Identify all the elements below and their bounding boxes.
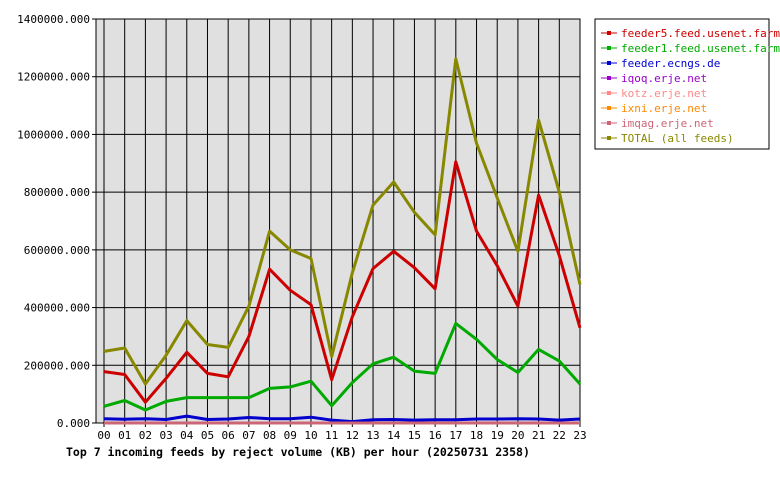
x-tick-label: 03 [159, 429, 172, 442]
x-tick-label: 20 [511, 429, 524, 442]
legend-entry: feeder5.feed.usenet.farm [621, 27, 780, 40]
x-tick-label: 05 [201, 429, 214, 442]
y-tick-label: 0.000 [57, 417, 90, 430]
legend-marker [607, 61, 611, 65]
x-tick-label: 21 [532, 429, 545, 442]
legend-entry: kotz.erje.net [621, 87, 707, 100]
y-tick-label: 1000000.000 [17, 128, 90, 141]
x-tick-label: 19 [491, 429, 504, 442]
legend-entry: ixni.erje.net [621, 102, 707, 115]
x-tick-label: 17 [449, 429, 462, 442]
x-tick-label: 07 [242, 429, 255, 442]
x-tick-label: 23 [573, 429, 586, 442]
legend-marker [607, 46, 611, 50]
x-tick-label: 18 [470, 429, 483, 442]
x-tick-label: 11 [325, 429, 338, 442]
y-tick-label: 800000.000 [24, 186, 90, 199]
series-line-1 [103, 321, 582, 412]
x-tick-label: 14 [387, 429, 401, 442]
y-axis-ticks: 0.000 200000.000 400000.000 600000.000 80000… [17, 13, 90, 430]
legend-marker [607, 136, 611, 140]
x-tick-label: 04 [180, 429, 194, 442]
legend-marker [607, 76, 611, 80]
x-tick-label: 02 [139, 429, 152, 442]
legend-marker [607, 106, 611, 110]
x-tick-label: 15 [408, 429, 421, 442]
legend-marker [607, 91, 611, 95]
x-tick-label: 01 [118, 429, 131, 442]
legend-marker [607, 121, 611, 125]
series-line-0 [103, 160, 582, 404]
x-tick-label: 12 [346, 429, 359, 442]
series-line-2 [103, 414, 581, 424]
y-tick-label: 200000.000 [24, 359, 90, 372]
x-tick-label: 13 [366, 429, 379, 442]
legend-entry: iqoq.erje.net [621, 72, 707, 85]
x-tick-label: 09 [284, 429, 297, 442]
y-tick-label: 1200000.000 [17, 71, 90, 84]
x-tick-label: 08 [263, 429, 276, 442]
legend-box [594, 18, 770, 150]
series-lines [103, 57, 582, 425]
x-tick-label: 16 [429, 429, 442, 442]
legend-entry: TOTAL (all feeds) [621, 132, 734, 145]
series-line-7 [103, 57, 582, 386]
legend-marker [607, 31, 611, 35]
y-tick-label: 600000.000 [24, 244, 90, 257]
legend-entry: feeder1.feed.usenet.farm [621, 42, 780, 55]
legend-entry: imqag.erje.net [621, 117, 714, 130]
x-tick-label: 00 [97, 429, 110, 442]
y-tick-label: 1400000.000 [17, 13, 90, 26]
legend: feeder5.feed.usenet.farm feeder1.feed.use… [594, 18, 780, 150]
legend-entry: feeder.ecngs.de [621, 57, 720, 70]
x-tick-label: 10 [304, 429, 317, 442]
x-tick-label: 22 [553, 429, 566, 442]
y-tick-label: 400000.000 [24, 302, 90, 315]
x-tick-label: 06 [222, 429, 235, 442]
chart-title: Top 7 incoming feeds by reject volume (K… [66, 445, 530, 459]
x-axis-ticks: 00 01 02 03 04 05 06 07 08 09 10 11 12 13 14 15 16 17 18 19… [97, 429, 586, 442]
